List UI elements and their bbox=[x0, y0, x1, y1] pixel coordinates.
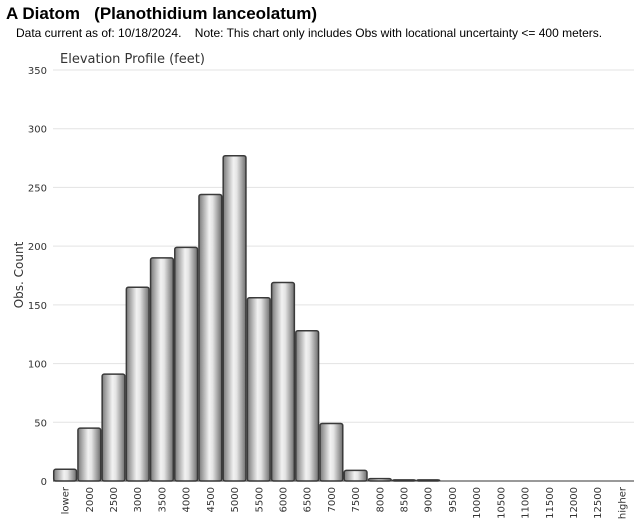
x-tick-label: higher bbox=[617, 486, 628, 519]
bar-4500 bbox=[198, 193, 223, 482]
bar-3000 bbox=[125, 286, 150, 482]
bar-4000 bbox=[174, 246, 199, 482]
x-tick-label: 3000 bbox=[133, 487, 144, 512]
bar-7500 bbox=[343, 469, 368, 482]
bars bbox=[52, 154, 441, 482]
x-tick-label: 3500 bbox=[157, 487, 168, 512]
x-tick-label: 10500 bbox=[496, 487, 507, 519]
x-tick-label: 6500 bbox=[303, 487, 314, 512]
x-tick-label: 5000 bbox=[230, 487, 241, 512]
y-tick-label: 150 bbox=[28, 301, 47, 312]
bar-6000 bbox=[270, 281, 296, 482]
x-tick-label: 9500 bbox=[448, 487, 459, 512]
x-tick-label: 12500 bbox=[593, 487, 604, 519]
page-title: A Diatom (Planothidium lanceolatum) bbox=[6, 4, 318, 23]
x-tick-label: 12000 bbox=[569, 487, 580, 519]
x-tick-label: 8000 bbox=[375, 487, 386, 512]
y-tick-label: 300 bbox=[28, 125, 47, 136]
bar-3500 bbox=[149, 257, 175, 482]
x-tick-label: 8500 bbox=[400, 487, 411, 512]
y-axis-label: Obs. Count bbox=[12, 241, 26, 308]
data-note: Data current as of: 10/18/2024. Note: Th… bbox=[16, 26, 603, 40]
y-tick-labels: 0 50 100 150 200 250 300 350 bbox=[28, 66, 47, 488]
bar-5000 bbox=[222, 154, 247, 482]
x-tick-label: 11000 bbox=[521, 487, 532, 519]
bar-lower bbox=[52, 468, 78, 482]
x-tick-label: 10000 bbox=[472, 487, 483, 519]
y-tick-label: 250 bbox=[28, 183, 47, 194]
bar-2500 bbox=[101, 373, 126, 482]
x-tick-label: 2500 bbox=[109, 487, 120, 512]
x-tick-label: 2000 bbox=[85, 487, 96, 512]
x-tick-label: 11500 bbox=[545, 487, 556, 519]
x-tick-label: 7500 bbox=[351, 487, 362, 512]
y-tick-label: 0 bbox=[41, 477, 47, 488]
y-tick-label: 350 bbox=[28, 66, 47, 77]
x-tick-label: 9000 bbox=[424, 487, 435, 512]
x-tick-label: 4000 bbox=[182, 487, 193, 512]
chart-title: Elevation Profile (feet) bbox=[60, 52, 205, 67]
bar-6500 bbox=[295, 329, 320, 482]
y-tick-label: 200 bbox=[28, 242, 47, 253]
x-tick-label: 7000 bbox=[327, 487, 338, 512]
y-tick-label: 50 bbox=[34, 418, 47, 429]
bar-2000 bbox=[77, 427, 102, 482]
x-tick-label: 4500 bbox=[206, 487, 217, 512]
x-tick-label: 5500 bbox=[254, 487, 265, 512]
y-tick-label: 100 bbox=[28, 360, 47, 371]
bar-5500 bbox=[246, 297, 271, 482]
x-tick-labels: lower 2000 2500 3000 3500 4000 4500 5000 5500 600… bbox=[61, 486, 629, 519]
x-tick-label: lower bbox=[61, 486, 72, 514]
x-tick-label: 6000 bbox=[278, 487, 289, 512]
bar-7000 bbox=[319, 422, 344, 482]
